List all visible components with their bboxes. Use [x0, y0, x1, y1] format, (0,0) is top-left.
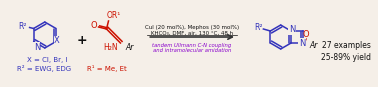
Text: KHCO₃, DMF, air, 130 °C, 48 h: KHCO₃, DMF, air, 130 °C, 48 h: [151, 31, 233, 36]
Text: Ar: Ar: [310, 41, 318, 50]
Text: 27 examples: 27 examples: [322, 41, 371, 50]
Text: O: O: [303, 29, 309, 39]
Text: Ar: Ar: [125, 43, 133, 52]
Text: CuI (20 mol%), Mephos (30 mol%): CuI (20 mol%), Mephos (30 mol%): [145, 25, 239, 31]
Text: N: N: [34, 43, 40, 52]
Text: H₂N: H₂N: [103, 44, 118, 52]
Text: OR¹: OR¹: [106, 11, 121, 21]
Text: R² = EWG, EDG: R² = EWG, EDG: [17, 64, 71, 72]
Text: tandem Ullmann C-N coupling: tandem Ullmann C-N coupling: [152, 43, 232, 48]
Text: 25-89% yield: 25-89% yield: [321, 52, 372, 62]
Text: and intramolecular amidation: and intramolecular amidation: [153, 48, 231, 54]
Text: R²: R²: [19, 22, 27, 31]
Text: +: +: [76, 35, 87, 48]
Text: O: O: [90, 21, 97, 31]
Text: N: N: [299, 39, 305, 48]
Text: X: X: [54, 36, 60, 45]
Text: R²: R²: [254, 23, 263, 33]
Text: N: N: [289, 25, 295, 35]
Text: R¹ = Me, Et: R¹ = Me, Et: [87, 64, 126, 72]
Text: X = Cl, Br, I: X = Cl, Br, I: [26, 57, 67, 63]
